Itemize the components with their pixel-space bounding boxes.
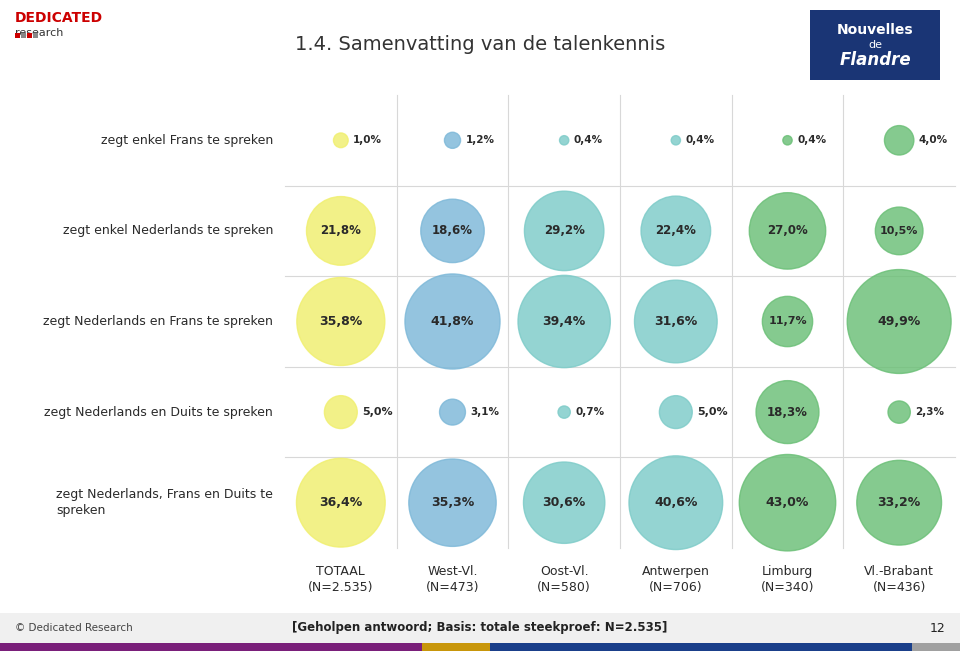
Text: Limburg
(N=340): Limburg (N=340) — [760, 565, 814, 594]
Text: 1,2%: 1,2% — [466, 135, 494, 145]
Bar — [27, 33, 32, 38]
Text: 5,0%: 5,0% — [362, 407, 393, 417]
Text: zegt enkel Nederlands te spreken: zegt enkel Nederlands te spreken — [62, 224, 273, 237]
Text: Oost-Vl.
(N=580): Oost-Vl. (N=580) — [538, 565, 591, 594]
Circle shape — [856, 460, 942, 545]
Circle shape — [660, 396, 692, 428]
Bar — [33, 33, 38, 38]
Text: 27,0%: 27,0% — [767, 224, 808, 237]
Circle shape — [756, 381, 819, 443]
Circle shape — [440, 399, 466, 425]
Text: 18,3%: 18,3% — [767, 405, 808, 419]
Text: West-Vl.
(N=473): West-Vl. (N=473) — [425, 565, 479, 594]
Bar — [15, 33, 20, 38]
Text: 35,8%: 35,8% — [320, 315, 363, 328]
Text: 41,8%: 41,8% — [431, 315, 474, 328]
Text: 49,9%: 49,9% — [877, 315, 921, 328]
Text: Vl.-Brabant
(N=436): Vl.-Brabant (N=436) — [864, 565, 934, 594]
Text: © Dedicated Research: © Dedicated Research — [15, 623, 132, 633]
Circle shape — [848, 269, 951, 373]
Circle shape — [782, 135, 792, 145]
Circle shape — [518, 275, 611, 368]
Text: zegt Nederlands, Frans en Duits te
spreken: zegt Nederlands, Frans en Duits te sprek… — [56, 488, 273, 517]
Text: 5,0%: 5,0% — [697, 407, 728, 417]
Circle shape — [444, 132, 461, 148]
Circle shape — [420, 199, 484, 263]
Text: 0,4%: 0,4% — [685, 135, 714, 145]
Text: research: research — [15, 28, 63, 38]
Text: 10,5%: 10,5% — [880, 226, 919, 236]
Circle shape — [762, 296, 813, 347]
Circle shape — [558, 406, 570, 419]
Bar — [0, 643, 422, 651]
Text: 35,3%: 35,3% — [431, 496, 474, 509]
Circle shape — [523, 462, 605, 543]
Circle shape — [297, 458, 385, 547]
Text: 21,8%: 21,8% — [321, 224, 361, 237]
Circle shape — [629, 456, 723, 549]
Circle shape — [671, 135, 681, 145]
Circle shape — [409, 459, 496, 546]
Text: TOTAAL
(N=2.535): TOTAAL (N=2.535) — [308, 565, 373, 594]
Circle shape — [560, 135, 569, 145]
Circle shape — [641, 196, 710, 266]
Text: 0,4%: 0,4% — [574, 135, 603, 145]
Circle shape — [739, 455, 836, 551]
Circle shape — [333, 133, 348, 148]
Text: 43,0%: 43,0% — [766, 496, 809, 509]
Circle shape — [306, 197, 375, 266]
Circle shape — [524, 191, 604, 271]
Text: 31,6%: 31,6% — [654, 315, 698, 328]
Text: 29,2%: 29,2% — [543, 224, 585, 237]
Bar — [21, 33, 26, 38]
Bar — [912, 643, 960, 651]
Text: de: de — [868, 40, 882, 50]
Circle shape — [297, 277, 385, 366]
Text: 40,6%: 40,6% — [654, 496, 698, 509]
Text: DEDICATED: DEDICATED — [15, 11, 103, 25]
Circle shape — [888, 401, 910, 423]
Text: 33,2%: 33,2% — [877, 496, 921, 509]
Text: Flandre: Flandre — [839, 52, 911, 69]
Text: 36,4%: 36,4% — [320, 496, 363, 509]
Text: 3,1%: 3,1% — [470, 407, 499, 417]
Text: 0,4%: 0,4% — [797, 135, 827, 145]
Bar — [490, 643, 912, 651]
Bar — [422, 643, 490, 651]
Text: 22,4%: 22,4% — [656, 224, 696, 237]
Text: 18,6%: 18,6% — [432, 224, 473, 237]
Circle shape — [324, 396, 357, 428]
Text: Antwerpen
(N=706): Antwerpen (N=706) — [642, 565, 709, 594]
Circle shape — [635, 280, 717, 363]
Text: 11,7%: 11,7% — [768, 317, 806, 326]
Bar — [0, 613, 960, 643]
Text: 2,3%: 2,3% — [915, 407, 945, 417]
Text: Nouvelles: Nouvelles — [837, 23, 913, 37]
Text: zegt Nederlands en Frans te spreken: zegt Nederlands en Frans te spreken — [43, 315, 273, 328]
Text: 1,0%: 1,0% — [353, 135, 382, 145]
Text: 4,0%: 4,0% — [919, 135, 948, 145]
Circle shape — [876, 207, 923, 254]
Text: 1.4. Samenvatting van de talenkennis: 1.4. Samenvatting van de talenkennis — [295, 35, 665, 54]
Circle shape — [750, 193, 826, 269]
Text: 30,6%: 30,6% — [542, 496, 586, 509]
Text: 0,7%: 0,7% — [575, 407, 605, 417]
Text: 39,4%: 39,4% — [542, 315, 586, 328]
Bar — [810, 10, 940, 80]
Text: zegt Nederlands en Duits te spreken: zegt Nederlands en Duits te spreken — [44, 405, 273, 419]
Text: [Geholpen antwoord; Basis: totale steekproef: N=2.535]: [Geholpen antwoord; Basis: totale steekp… — [292, 621, 668, 634]
Circle shape — [405, 274, 500, 369]
Text: 12: 12 — [929, 621, 945, 634]
Circle shape — [884, 126, 914, 155]
Text: zegt enkel Frans te spreken: zegt enkel Frans te spreken — [101, 134, 273, 146]
